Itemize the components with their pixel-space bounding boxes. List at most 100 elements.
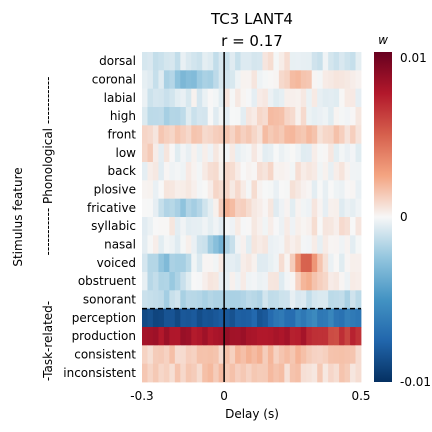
heatmap-cell	[246, 308, 252, 328]
heatmap-cell	[207, 198, 214, 218]
heatmap-cell	[355, 308, 362, 328]
heatmap-cell	[284, 180, 291, 200]
heatmap-cell	[229, 308, 236, 328]
heatmap-cell	[333, 162, 340, 181]
heatmap-cell	[180, 52, 187, 71]
row-labels: dorsal coronal labial high front low back plosi…	[63, 54, 136, 380]
heatmap-cell	[169, 52, 176, 71]
heatmap-cell	[295, 88, 302, 108]
heatmap-cell	[295, 107, 302, 126]
heatmap-cell	[322, 52, 329, 71]
heatmap-cell	[300, 125, 307, 145]
heatmap-cell	[202, 107, 209, 126]
heatmap-cell	[174, 198, 181, 218]
heatmap-cell	[152, 308, 159, 328]
group-label-task-related: -Task-related-	[41, 301, 55, 381]
heatmap-cell	[180, 235, 187, 255]
heatmap-cell	[240, 88, 247, 108]
heatmap-cell	[246, 198, 252, 218]
heatmap-cell	[333, 107, 340, 126]
heatmap-cell	[174, 290, 181, 310]
heatmap-cell	[350, 88, 356, 108]
heatmap-cell	[322, 107, 329, 126]
heatmap-cell	[207, 290, 214, 310]
heatmap-cell	[196, 180, 203, 200]
heatmap-cell	[240, 107, 247, 126]
x-axis-label: Delay (s)	[225, 407, 279, 421]
heatmap-cell	[213, 272, 220, 291]
heatmap-cell	[147, 217, 154, 236]
heatmap-cell	[246, 125, 252, 145]
heatmap-cell	[158, 180, 165, 200]
heatmap-cell	[278, 180, 285, 200]
heatmap-cell	[147, 290, 154, 310]
heatmap-cell	[152, 143, 159, 163]
heatmap-cell	[273, 272, 280, 291]
heatmap-cell	[344, 290, 351, 310]
heatmap-cell	[158, 345, 165, 365]
heatmap-cell	[218, 198, 225, 218]
heatmap-cell	[158, 272, 165, 291]
heatmap-cell	[158, 217, 165, 236]
heatmap-cell	[350, 162, 356, 181]
heatmap-cell	[196, 52, 203, 71]
heatmap-cell	[328, 363, 335, 383]
heatmap-cell	[224, 345, 231, 365]
heatmap-cell	[273, 52, 280, 71]
heatmap-cell	[306, 290, 313, 310]
heatmap-cell	[235, 345, 241, 365]
heatmap-cell	[158, 88, 165, 108]
row-label-plosive: plosive	[94, 183, 136, 197]
heatmap-cell	[174, 143, 181, 163]
heatmap-cell	[333, 143, 340, 163]
heatmap-cell	[152, 217, 159, 236]
heatmap-cell	[317, 272, 324, 291]
heatmap-cell	[246, 52, 252, 71]
heatmap-cell	[163, 290, 170, 310]
heatmap-cell	[350, 70, 356, 90]
heatmap-cell	[163, 70, 170, 90]
heatmap-cell	[355, 290, 362, 310]
heatmap-cell	[284, 363, 291, 383]
heatmap-cell	[235, 52, 241, 71]
heatmap-cell	[229, 290, 236, 310]
heatmap-cell	[344, 235, 351, 255]
heatmap-cell	[355, 125, 362, 145]
heatmap-cell	[196, 125, 203, 145]
heatmap-cell	[333, 308, 340, 328]
heatmap-cell	[355, 162, 362, 181]
heatmap-cell	[339, 88, 345, 108]
heatmap-cell	[169, 253, 176, 273]
heatmap-cell	[284, 217, 291, 236]
heatmap-cell	[152, 88, 159, 108]
heatmap-cell	[224, 52, 231, 71]
heatmap-cell	[218, 363, 225, 383]
heatmap-cell	[169, 272, 176, 291]
heatmap-cell	[207, 88, 214, 108]
heatmap-cell	[229, 327, 236, 346]
heatmap-cell	[142, 272, 148, 291]
heatmap-cell	[202, 272, 209, 291]
heatmap-cell	[295, 70, 302, 90]
heatmap-cell	[295, 162, 302, 181]
heatmap-cell	[163, 327, 170, 346]
heatmap-cell	[180, 162, 187, 181]
heatmap-cell	[333, 198, 340, 218]
heatmap-cell	[267, 235, 274, 255]
heatmap-cell	[295, 345, 302, 365]
heatmap-cell	[224, 308, 231, 328]
heatmap-cell	[180, 290, 187, 310]
heatmap-cell	[174, 253, 181, 273]
heatmap-cell	[202, 327, 209, 346]
heatmap-cell	[191, 88, 198, 108]
heatmap-cell	[262, 70, 269, 90]
heatmap-cell	[278, 162, 285, 181]
heatmap-cell	[273, 235, 280, 255]
heatmap-cell	[317, 125, 324, 145]
row-label-consistent: consistent	[74, 348, 136, 362]
heatmap-cell	[273, 198, 280, 218]
heatmap-cell	[202, 88, 209, 108]
heatmap-cell	[147, 180, 154, 200]
heatmap-cell	[328, 52, 335, 71]
heatmap-cell	[180, 363, 187, 383]
